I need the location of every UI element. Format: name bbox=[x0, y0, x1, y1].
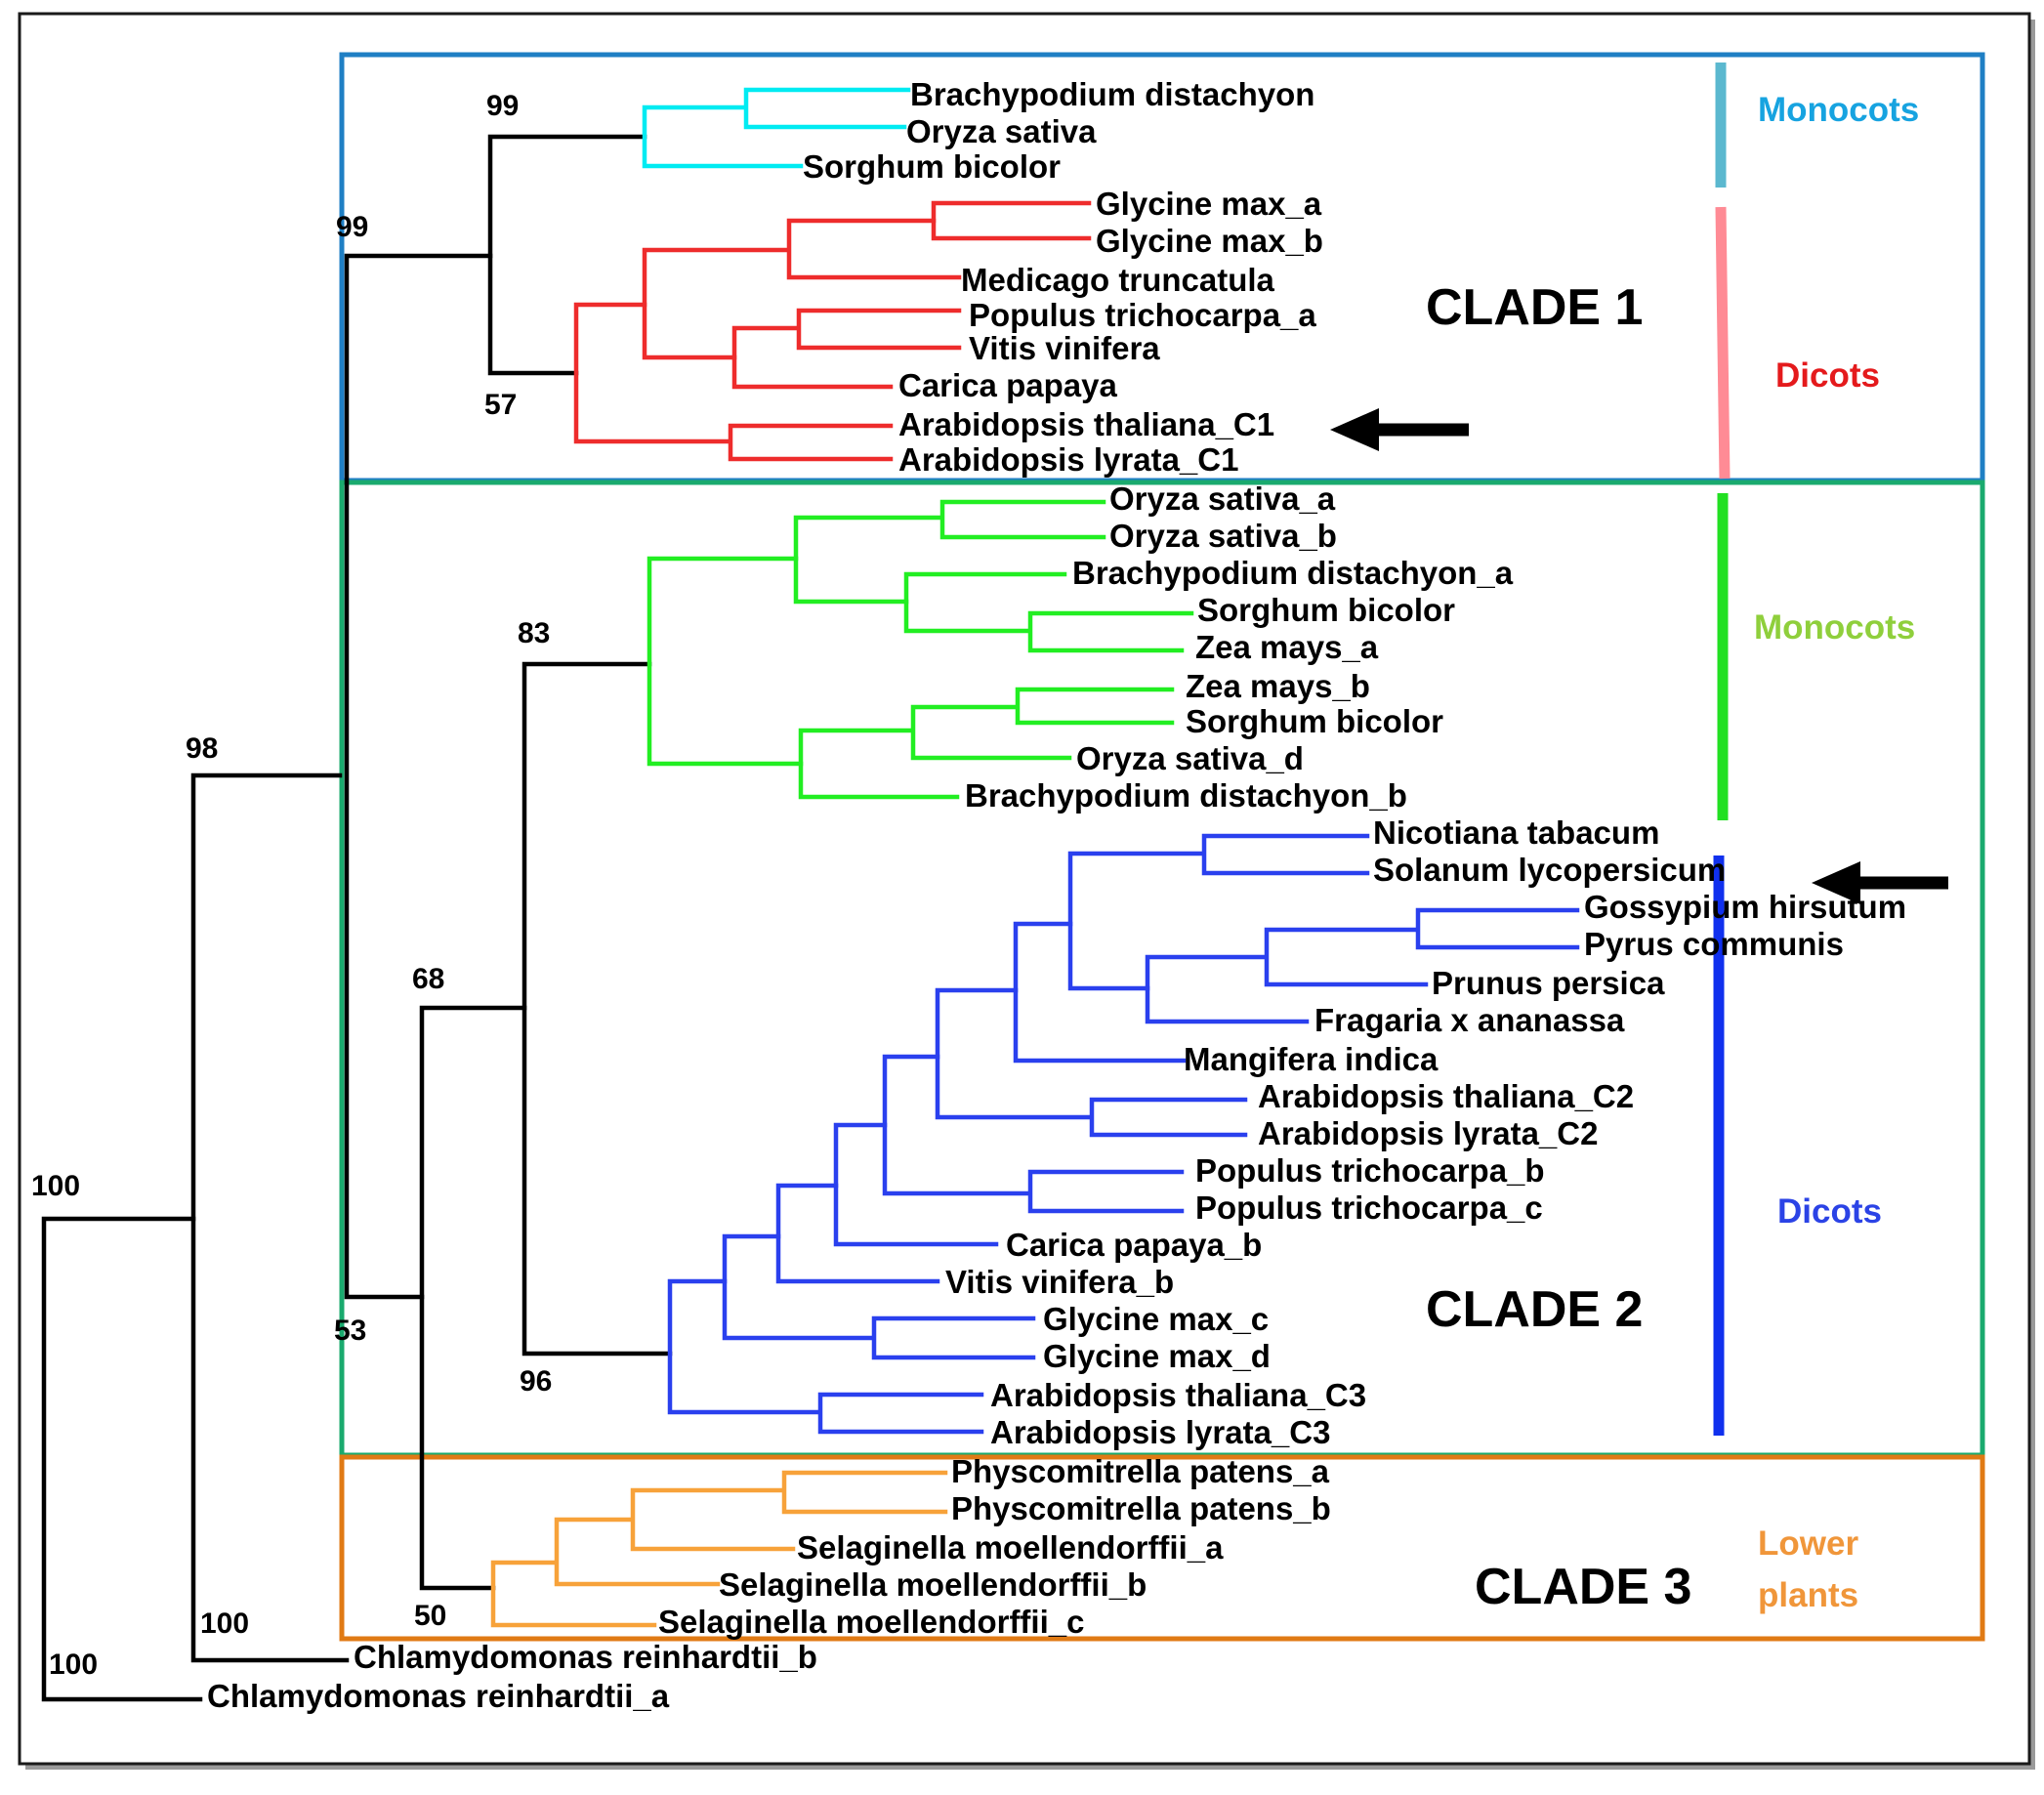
clade3-box bbox=[339, 1454, 1985, 1642]
bootstrap-value: 68 bbox=[412, 963, 444, 995]
taxon-label: Carica papaya bbox=[898, 367, 1117, 403]
bootstrap-value: 53 bbox=[334, 1315, 366, 1347]
taxon-label: Oryza sativa_d bbox=[1076, 740, 1304, 776]
taxon-label: Oryza sativa_a bbox=[1109, 480, 1336, 517]
tree-branches bbox=[41, 87, 1580, 1702]
taxon-label: Zea mays_b bbox=[1186, 668, 1370, 704]
taxon-label: Arabidopsis lyrata_C1 bbox=[898, 441, 1238, 478]
taxon-label: Populus trichocarpa_a bbox=[969, 297, 1316, 333]
taxon-label: Glycine max_d bbox=[1043, 1338, 1271, 1374]
branch-clade2_dicots-22 bbox=[1067, 833, 1370, 991]
bootstrap-value: 50 bbox=[414, 1600, 446, 1632]
branch-clade2_dicots-19 bbox=[882, 1054, 1185, 1214]
bootstrap-labels: 99 99 57 83 68 96 53 50 98 100 100 100 bbox=[31, 90, 552, 1681]
taxon-label: Glycine max_a bbox=[1096, 186, 1322, 222]
branch-clade2_monocots-12 bbox=[793, 499, 1106, 605]
bootstrap-value: 99 bbox=[336, 211, 368, 243]
bootstrap-value: 98 bbox=[186, 732, 218, 765]
taxon-label: Oryza sativa bbox=[906, 113, 1097, 149]
taxon-label: Vitis vinifera_b bbox=[945, 1264, 1174, 1300]
taxon-label: Solanum lycopersicum bbox=[1373, 852, 1726, 888]
c1-dicots-bar bbox=[1715, 206, 1731, 480]
clade2-title: CLADE 2 bbox=[1426, 1281, 1643, 1338]
c3-lower-label: Lower bbox=[1758, 1524, 1858, 1563]
taxon-label: Sorghum bicolor bbox=[803, 148, 1061, 185]
branch-backbone-5 bbox=[521, 661, 673, 1357]
taxon-label: Physcomitrella patens_b bbox=[951, 1490, 1331, 1526]
taxon-label: Mangifera indica bbox=[1184, 1041, 1439, 1077]
taxon-label: Vitis vinifera bbox=[969, 330, 1160, 366]
clade1-title: CLADE 1 bbox=[1426, 279, 1643, 336]
branch-backbone-0 bbox=[41, 1216, 203, 1702]
taxon-label: Selaginella moellendorffii_a bbox=[797, 1529, 1224, 1565]
branch-backbone-4 bbox=[419, 1005, 527, 1591]
taxon-label: Fragaria x ananassa bbox=[1314, 1002, 1625, 1038]
taxon-label: Glycine max_c bbox=[1043, 1301, 1269, 1337]
taxon-label: Prunus persica bbox=[1432, 965, 1665, 1001]
taxon-label: Populus trichocarpa_c bbox=[1195, 1190, 1543, 1226]
c3-plants-label: plants bbox=[1758, 1576, 1858, 1614]
branch-clade2_dicots-23 bbox=[1145, 907, 1580, 1024]
clade3-title: CLADE 3 bbox=[1475, 1559, 1691, 1615]
bootstrap-value: 57 bbox=[484, 389, 517, 421]
branch-clade2_dicots-17 bbox=[775, 1183, 940, 1284]
taxon-label: Populus trichocarpa_b bbox=[1195, 1152, 1545, 1189]
taxon-label: Carica papaya_b bbox=[1006, 1227, 1262, 1263]
branch-clade1_dicots-9 bbox=[931, 200, 1092, 241]
branch-clade2_dicots-20 bbox=[935, 987, 1248, 1138]
bootstrap-value: 96 bbox=[520, 1365, 552, 1398]
branch-clade1_dicots-10 bbox=[731, 308, 962, 390]
taxon-label: Zea mays_a bbox=[1195, 629, 1379, 665]
bootstrap-value: 100 bbox=[31, 1170, 80, 1202]
taxon-label: Brachypodium distachyon_a bbox=[1072, 555, 1514, 591]
branch-clade2_monocots-13 bbox=[903, 571, 1194, 653]
c1-dicots-label: Dicots bbox=[1775, 356, 1880, 395]
taxon-label: Arabidopsis lyrata_C2 bbox=[1258, 1115, 1598, 1151]
taxon-label: Brachypodium distachyon_b bbox=[965, 777, 1407, 814]
branch-clade2_monocots-11 bbox=[647, 556, 804, 767]
branch-clade3-24 bbox=[490, 1470, 948, 1628]
branch-clade2_dicots-18 bbox=[833, 1122, 999, 1247]
taxon-label: Selaginella moellendorffii_c bbox=[658, 1604, 1084, 1640]
arrow-at-thaliana-c1 bbox=[1330, 408, 1469, 451]
bootstrap-value: 83 bbox=[518, 617, 550, 649]
branch-clade1_dicots-8 bbox=[642, 218, 962, 360]
figure-frame bbox=[18, 12, 2031, 1766]
taxon-label: Arabidopsis lyrata_C3 bbox=[990, 1414, 1330, 1450]
taxon-label: Sorghum bicolor bbox=[1197, 592, 1455, 628]
c2-monocots-label: Monocots bbox=[1754, 608, 1915, 647]
branch-clade2_dicots-21 bbox=[1013, 921, 1187, 1064]
branch-backbone-1 bbox=[190, 772, 350, 1663]
taxon-label: Brachypodium distachyon bbox=[910, 76, 1314, 112]
taxon-label: Arabidopsis thaliana_C1 bbox=[898, 406, 1274, 442]
taxon-label: Arabidopsis thaliana_C2 bbox=[1258, 1078, 1634, 1114]
taxon-label: Medicago truncatula bbox=[961, 262, 1275, 298]
branch-clade1_monocots-6 bbox=[642, 87, 911, 169]
taxon-label: Oryza sativa_b bbox=[1109, 518, 1337, 554]
taxon-label: Chlamydomonas reinhardtii_b bbox=[354, 1639, 817, 1675]
taxon-label: Chlamydomonas reinhardtii_a bbox=[207, 1678, 670, 1714]
bootstrap-value: 100 bbox=[49, 1649, 98, 1681]
taxon-label: Sorghum bicolor bbox=[1186, 703, 1443, 739]
branch-clade2_dicots-15 bbox=[667, 1278, 984, 1435]
taxon-label: Nicotiana tabacum bbox=[1373, 814, 1659, 851]
branch-backbone-3 bbox=[487, 134, 647, 376]
taxon-label: Selaginella moellendorffii_b bbox=[719, 1566, 1147, 1603]
branch-clade2_dicots-16 bbox=[722, 1233, 1036, 1360]
taxon-label: Physcomitrella patens_a bbox=[951, 1453, 1330, 1489]
taxon-label: Arabidopsis thaliana_C3 bbox=[990, 1377, 1366, 1413]
c1-monocots-label: Monocots bbox=[1758, 91, 1919, 129]
branch-clade2_monocots-14 bbox=[798, 687, 1175, 800]
taxon-label: Pyrus communis bbox=[1584, 926, 1844, 962]
arrow-at-solanum bbox=[1812, 861, 1948, 904]
bootstrap-value: 100 bbox=[200, 1607, 249, 1640]
taxon-label: Glycine max_b bbox=[1096, 223, 1323, 259]
branch-clade1_dicots-7 bbox=[573, 302, 894, 462]
branch-backbone-2 bbox=[344, 253, 493, 1300]
c2-dicots-label: Dicots bbox=[1777, 1192, 1882, 1231]
bootstrap-value: 99 bbox=[486, 90, 519, 122]
